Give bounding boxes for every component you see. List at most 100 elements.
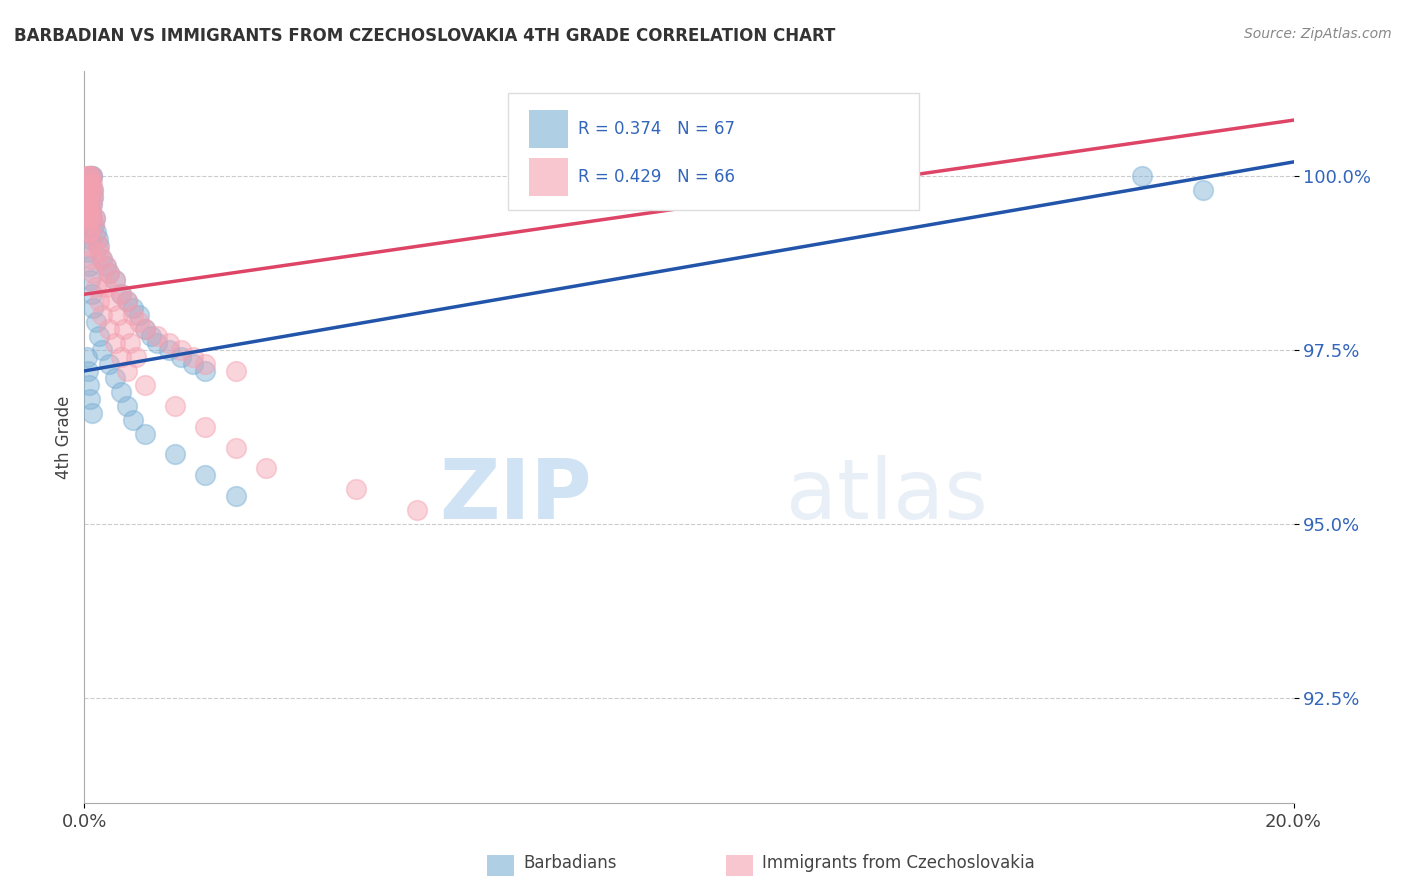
Point [80, 203, 103, 218]
Point [115, 294, 138, 309]
Text: R = 0.374   N = 67: R = 0.374 N = 67 [578, 120, 735, 138]
Point [128, 315, 150, 329]
Point [84, 211, 107, 225]
Point [146, 329, 169, 343]
Point [91, 343, 114, 357]
FancyBboxPatch shape [529, 110, 568, 148]
Point [121, 412, 143, 426]
Point [77, 245, 100, 260]
Point [86, 238, 108, 252]
Point [406, 503, 429, 517]
Point [79, 169, 101, 183]
Point [77, 225, 100, 239]
Point [254, 461, 277, 475]
Point [82, 211, 104, 225]
Point [165, 399, 187, 413]
Text: BARBADIAN VS IMMIGRANTS FROM CZECHOSLOVAKIA 4TH GRADE CORRELATION CHART: BARBADIAN VS IMMIGRANTS FROM CZECHOSLOVA… [14, 27, 835, 45]
Point [112, 322, 135, 336]
Point [79, 176, 101, 190]
Point [82, 183, 104, 197]
Point [82, 190, 104, 204]
Point [110, 350, 132, 364]
Point [346, 483, 368, 497]
Point [128, 308, 150, 322]
Point [89, 329, 111, 343]
Point [82, 176, 104, 190]
Point [146, 336, 169, 351]
Text: Immigrants from Czechoslovakia: Immigrants from Czechoslovakia [762, 855, 1035, 872]
Point [94, 260, 117, 274]
Point [86, 231, 108, 245]
Point [83, 218, 105, 232]
Point [86, 280, 108, 294]
Point [83, 218, 105, 232]
Point [165, 448, 187, 462]
Bar [725, 855, 754, 876]
Point [94, 280, 117, 294]
Point [115, 399, 138, 413]
Point [118, 336, 141, 351]
Point [79, 190, 101, 204]
Point [194, 364, 217, 378]
Point [76, 183, 98, 197]
Point [115, 294, 138, 309]
Point [76, 218, 98, 232]
Point [89, 238, 111, 252]
Point [79, 392, 101, 406]
Point [86, 231, 108, 245]
Point [181, 357, 204, 371]
Point [84, 211, 107, 225]
Point [79, 273, 101, 287]
Y-axis label: 4th Grade: 4th Grade [55, 395, 73, 479]
Point [77, 218, 100, 232]
Point [77, 203, 100, 218]
Point [77, 225, 100, 239]
Point [170, 350, 193, 364]
Point [80, 196, 103, 211]
Point [125, 350, 148, 364]
Point [82, 190, 104, 204]
FancyBboxPatch shape [508, 94, 918, 211]
Point [104, 273, 127, 287]
Point [80, 406, 103, 420]
Point [79, 211, 101, 225]
Point [76, 169, 98, 183]
FancyBboxPatch shape [529, 158, 568, 196]
Point [80, 252, 103, 267]
Point [79, 231, 101, 245]
Point [94, 260, 117, 274]
Point [76, 196, 98, 211]
Point [89, 294, 111, 309]
Point [157, 336, 180, 351]
Point [80, 287, 103, 301]
Point [110, 287, 132, 301]
Point [76, 203, 98, 218]
Point [76, 218, 98, 232]
Point [79, 238, 101, 252]
Point [77, 196, 100, 211]
Point [79, 183, 101, 197]
Text: R = 0.429   N = 66: R = 0.429 N = 66 [578, 169, 735, 186]
Point [194, 468, 217, 483]
Point [79, 176, 101, 190]
Point [225, 364, 247, 378]
Point [134, 377, 156, 392]
Point [157, 343, 180, 357]
Point [77, 225, 100, 239]
Point [82, 169, 104, 183]
Point [194, 357, 217, 371]
Bar [486, 855, 515, 876]
Text: ZIP: ZIP [440, 455, 592, 536]
Point [110, 384, 132, 399]
Point [82, 301, 104, 316]
Point [82, 183, 104, 197]
Point [82, 211, 104, 225]
Point [134, 322, 156, 336]
Point [79, 211, 101, 225]
Point [86, 315, 108, 329]
Point [107, 308, 129, 322]
Point [1132, 169, 1154, 183]
Point [97, 266, 120, 280]
Point [77, 176, 100, 190]
Text: Source: ZipAtlas.com: Source: ZipAtlas.com [1244, 27, 1392, 41]
